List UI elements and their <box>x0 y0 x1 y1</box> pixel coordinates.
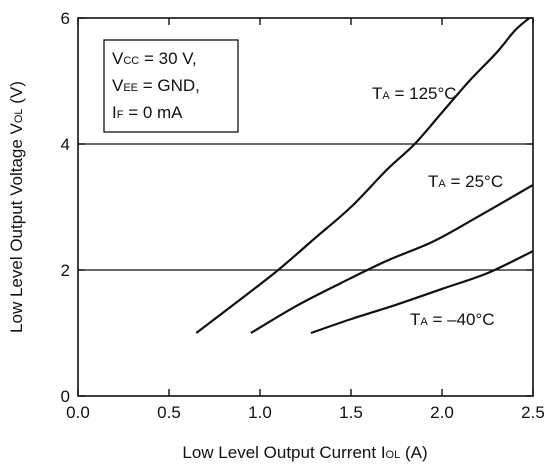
series-line-25c <box>250 183 534 334</box>
series-line-125c <box>195 17 531 334</box>
condition-vcc: VCC = 30 V, <box>112 49 197 68</box>
series-label-125c: TA = 125°C <box>372 84 457 103</box>
x-tick-label: 0.0 <box>66 403 90 422</box>
condition-if: IF = 0 mA <box>112 103 183 122</box>
series-line-minus40c <box>310 250 534 335</box>
series-label-minus40c: TA = –40°C <box>410 310 495 329</box>
y-tick-label: 4 <box>61 135 70 154</box>
x-axis-label: Low Level Output Current IOL (A) <box>182 443 427 462</box>
x-tick-label: 0.5 <box>157 403 181 422</box>
x-tick-label: 2.0 <box>430 403 454 422</box>
y-axis-label: Low Level Output Voltage VOL (V) <box>7 81 26 333</box>
series-label-25c: TA = 25°C <box>428 172 503 191</box>
x-tick-label: 1.5 <box>339 403 363 422</box>
axis-ticks: 0.0 0.5 1.0 1.5 2.0 2.5 0 2 4 6 <box>61 9 545 422</box>
y-tick-label: 0 <box>61 387 70 406</box>
condition-vee: VEE = GND, <box>112 76 200 95</box>
plot-frame <box>77 17 534 397</box>
y-tick-label: 6 <box>61 9 70 28</box>
x-tick-label: 2.5 <box>521 403 545 422</box>
series-group <box>195 17 534 335</box>
x-tick-label: 1.0 <box>248 403 272 422</box>
conditions-box <box>103 39 239 133</box>
y-tick-label: 2 <box>61 261 70 280</box>
gridlines <box>78 143 533 271</box>
